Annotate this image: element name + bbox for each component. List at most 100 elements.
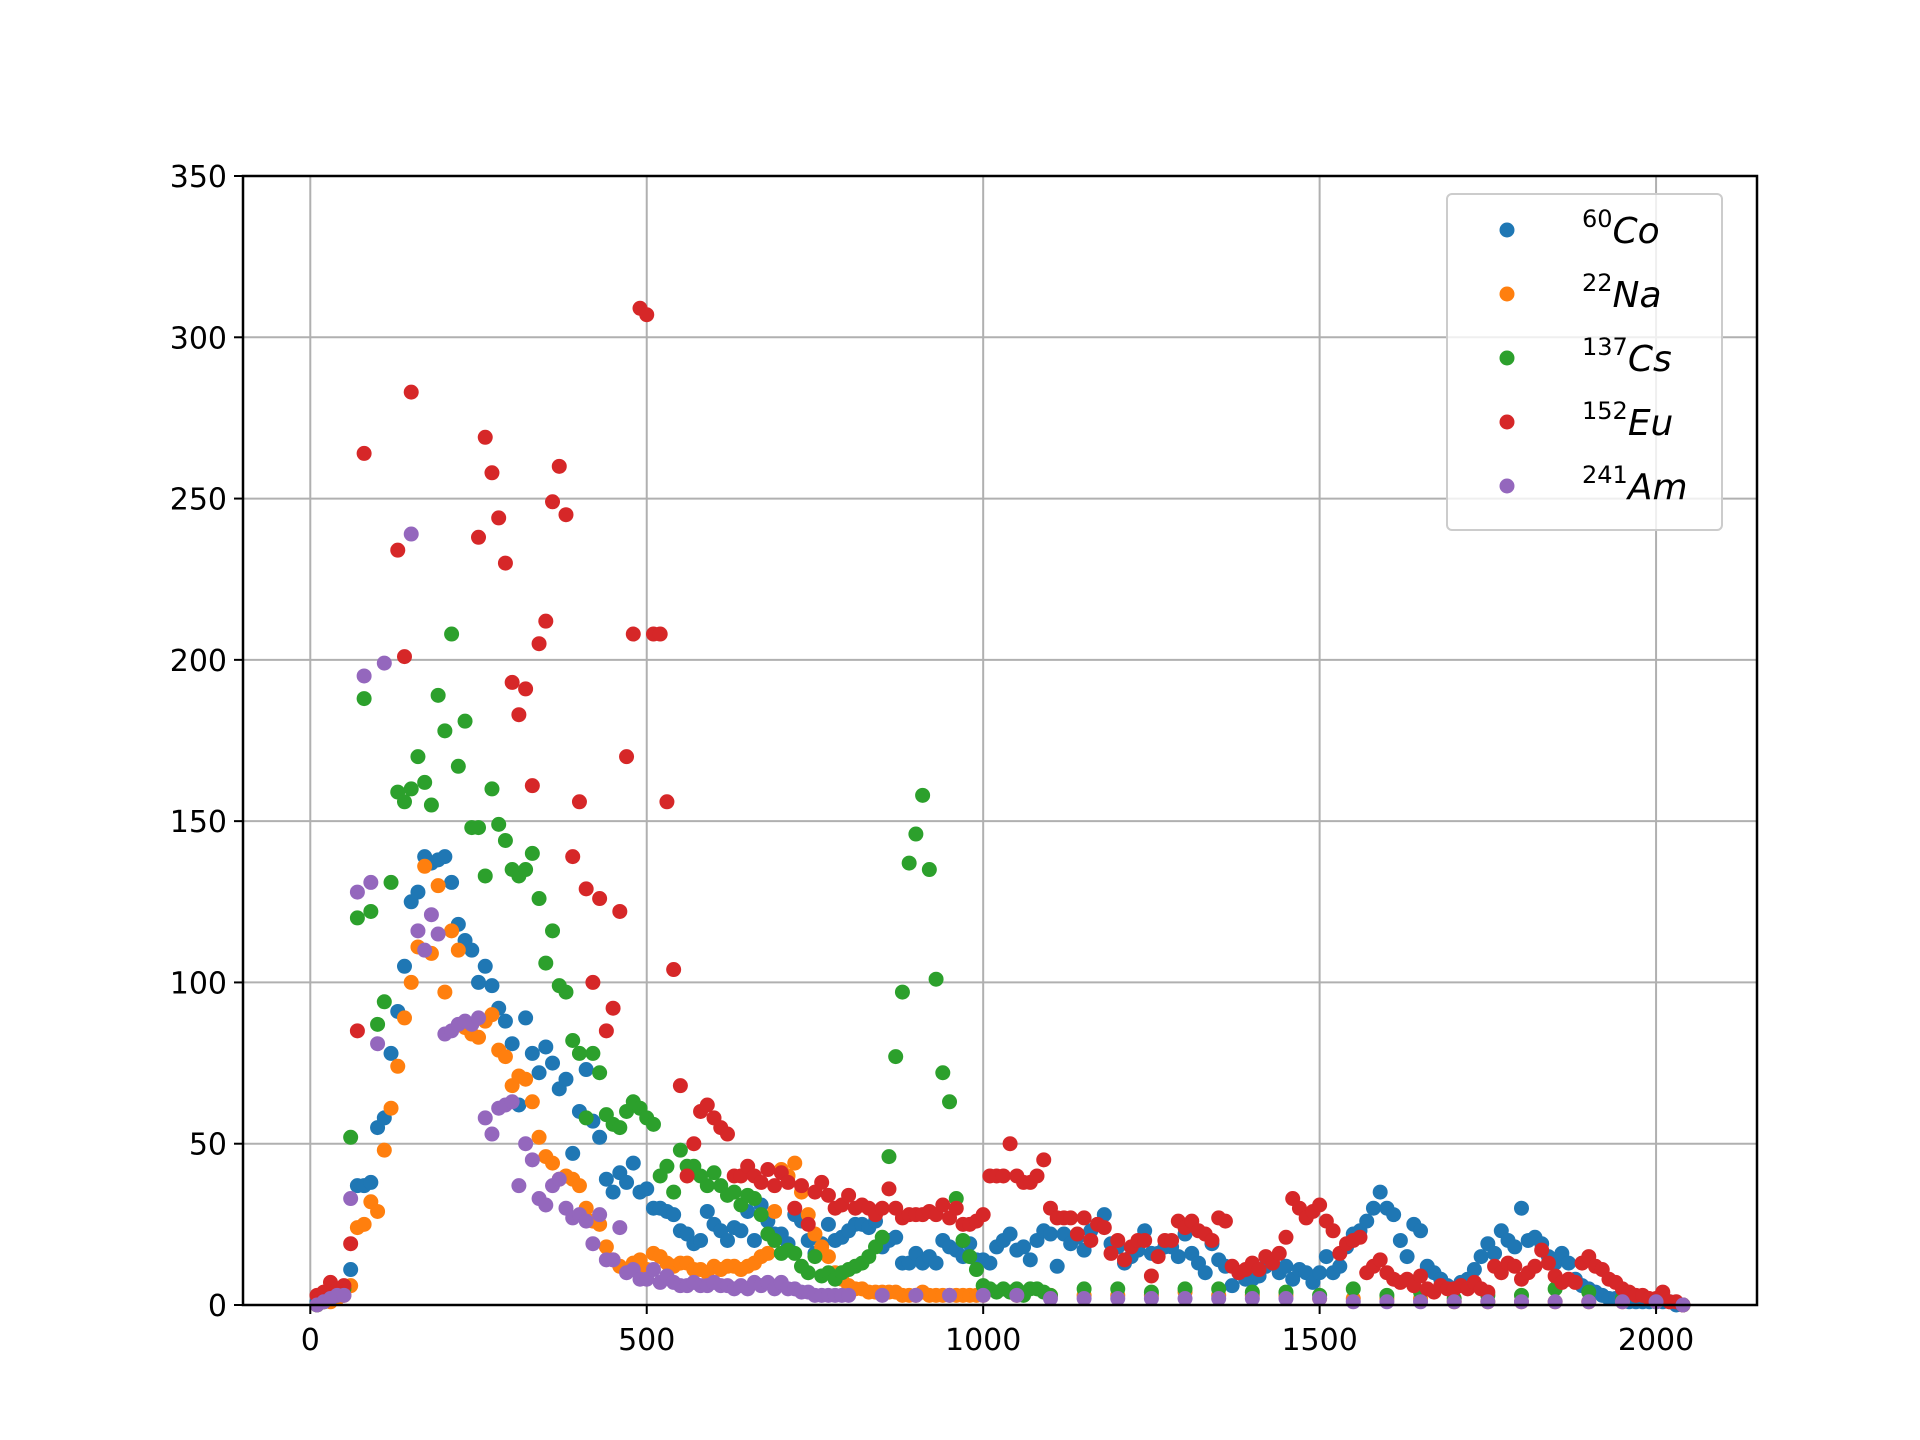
data-point: [558, 1071, 574, 1087]
data-point: [484, 465, 500, 481]
y-tick-label: 200: [170, 644, 227, 679]
data-point: [760, 1162, 776, 1178]
data-point: [753, 1207, 769, 1223]
data-point: [1527, 1258, 1543, 1274]
data-point: [511, 707, 527, 723]
data-point: [1561, 1255, 1577, 1271]
data-point: [753, 1174, 769, 1190]
data-point: [551, 458, 567, 474]
data-point: [1278, 1291, 1294, 1307]
data-point: [1002, 1226, 1018, 1242]
data-point: [1581, 1294, 1597, 1310]
data-point: [1096, 1220, 1112, 1236]
data-point: [666, 1207, 682, 1223]
data-point: [518, 681, 534, 697]
data-point: [423, 907, 439, 923]
data-point: [1318, 1249, 1334, 1265]
legend-element-symbol: Na: [1613, 275, 1662, 316]
legend-marker: [1499, 222, 1515, 238]
data-point: [403, 974, 419, 990]
data-point: [921, 862, 937, 878]
data-point: [396, 958, 412, 974]
data-point: [652, 626, 668, 642]
data-point: [1352, 1229, 1368, 1245]
data-point: [524, 1045, 540, 1061]
data-point: [659, 1158, 675, 1174]
data-point: [571, 794, 587, 810]
series-eu: [309, 300, 1691, 1313]
data-point: [524, 845, 540, 861]
data-point: [1042, 1291, 1058, 1307]
data-point: [504, 1094, 520, 1110]
data-point: [538, 1197, 554, 1213]
data-point: [874, 1229, 890, 1245]
data-point: [450, 942, 466, 958]
data-point: [383, 874, 399, 890]
data-point: [699, 1178, 715, 1194]
data-point: [518, 1010, 534, 1026]
data-point: [343, 1236, 359, 1252]
data-point: [975, 1287, 991, 1303]
data-point: [699, 1097, 715, 1113]
data-point: [471, 974, 487, 990]
y-tick-label: 350: [170, 160, 227, 195]
data-point: [1029, 1168, 1045, 1184]
data-point: [1036, 1152, 1052, 1168]
data-point: [403, 781, 419, 797]
data-point: [524, 1094, 540, 1110]
data-point: [719, 1232, 735, 1248]
legend-element-symbol: Cs: [1628, 339, 1672, 380]
data-point: [1547, 1294, 1563, 1310]
data-point: [565, 1032, 581, 1048]
data-point: [349, 884, 365, 900]
data-point: [417, 858, 433, 874]
data-point: [430, 687, 446, 703]
data-point: [699, 1203, 715, 1219]
data-point: [746, 1191, 762, 1207]
legend-element-symbol: Eu: [1628, 403, 1674, 444]
data-point: [484, 1007, 500, 1023]
data-point: [444, 923, 460, 939]
data-point: [1063, 1210, 1079, 1226]
data-point: [612, 1220, 628, 1236]
data-point: [370, 1036, 386, 1052]
data-point: [975, 1207, 991, 1223]
data-point: [1049, 1258, 1065, 1274]
data-point: [841, 1187, 857, 1203]
data-point: [410, 884, 426, 900]
data-point: [874, 1287, 890, 1303]
data-point: [396, 649, 412, 665]
data-point: [578, 881, 594, 897]
data-point: [1480, 1294, 1496, 1310]
legend-label: 241Am: [1582, 461, 1688, 508]
data-point: [592, 1065, 608, 1081]
data-point: [726, 1184, 742, 1200]
data-point: [942, 1094, 958, 1110]
data-point: [1211, 1291, 1227, 1307]
data-point: [370, 1203, 386, 1219]
data-point: [760, 1245, 776, 1261]
data-point: [363, 903, 379, 919]
data-point: [578, 1062, 594, 1078]
data-point: [1312, 1197, 1328, 1213]
data-point: [565, 1145, 581, 1161]
data-point: [605, 1184, 621, 1200]
data-point: [881, 1181, 897, 1197]
data-point: [820, 1187, 836, 1203]
data-point: [1069, 1226, 1085, 1242]
data-point: [1332, 1258, 1348, 1274]
data-point: [423, 797, 439, 813]
data-point: [538, 1039, 554, 1055]
data-point: [370, 1016, 386, 1032]
data-point: [1110, 1232, 1126, 1248]
data-point: [1487, 1245, 1503, 1261]
data-point: [437, 984, 453, 1000]
legend-marker: [1499, 478, 1515, 494]
data-point: [592, 891, 608, 907]
data-point: [672, 1142, 688, 1158]
data-point: [1103, 1245, 1119, 1261]
data-point: [484, 781, 500, 797]
data-point: [565, 849, 581, 865]
